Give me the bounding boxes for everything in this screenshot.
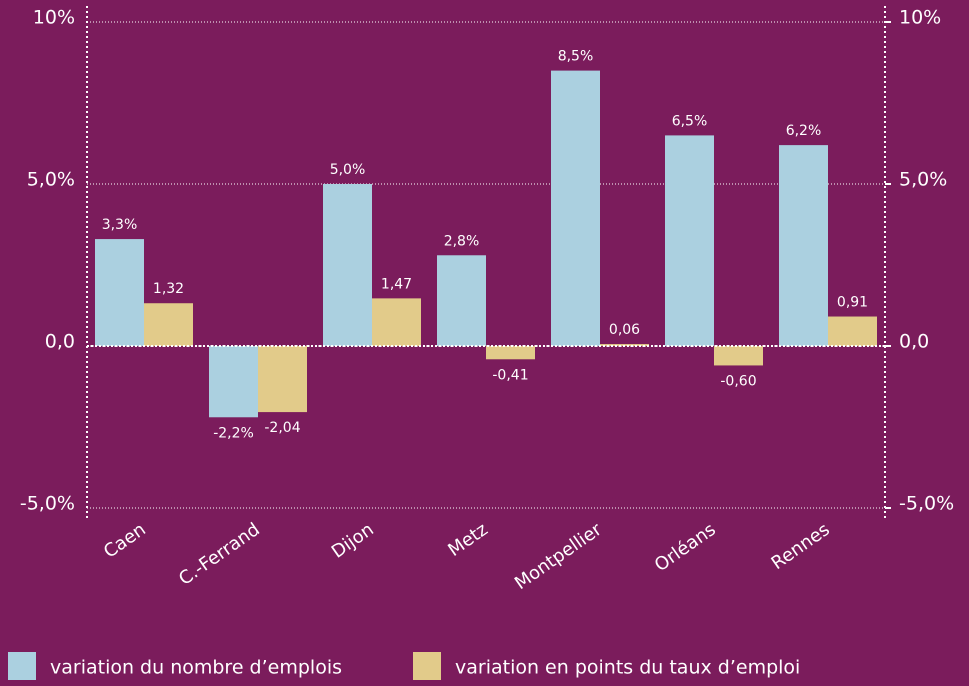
bar [779, 145, 828, 346]
data-label: 1,32 [153, 281, 184, 297]
data-label: 1,47 [381, 276, 412, 292]
bar [486, 346, 535, 360]
y2-tick-label: 10% [899, 7, 941, 29]
bar [144, 303, 193, 346]
y-tick-label: 5,0% [27, 169, 75, 191]
data-label: 0,06 [609, 322, 640, 338]
legend-label: variation en points du taux d’emploi [455, 657, 800, 679]
bar [258, 346, 307, 413]
y2-tick-label: -5,0% [899, 493, 954, 515]
data-label: -0,60 [720, 373, 756, 389]
legend-swatch [8, 652, 36, 680]
y-tick-label: -5,0% [20, 493, 75, 515]
bar [551, 70, 600, 346]
data-label: 2,8% [444, 233, 480, 249]
bar [437, 255, 486, 346]
bar [714, 346, 763, 366]
y-tick-label: 0,0 [45, 331, 75, 353]
data-label: 0,91 [837, 295, 868, 311]
y-tick-label: 10% [33, 7, 75, 29]
legend-swatch [413, 652, 441, 680]
data-label: 8,5% [558, 49, 594, 65]
data-label: 3,3% [102, 217, 138, 233]
bar [665, 135, 714, 346]
data-label: -0,41 [492, 367, 528, 383]
bar [372, 298, 421, 346]
data-label: 5,0% [330, 162, 366, 178]
data-label: -2,2% [213, 425, 254, 441]
y2-tick-label: 5,0% [899, 169, 947, 191]
bar [95, 239, 144, 346]
bar [828, 316, 877, 346]
bar [323, 184, 372, 346]
legend-label: variation du nombre d’emplois [50, 657, 342, 679]
data-label: -2,04 [264, 420, 300, 436]
data-label: 6,2% [786, 123, 822, 139]
bar [209, 346, 258, 418]
data-label: 6,5% [672, 113, 708, 129]
y2-tick-label: 0,0 [899, 331, 929, 353]
